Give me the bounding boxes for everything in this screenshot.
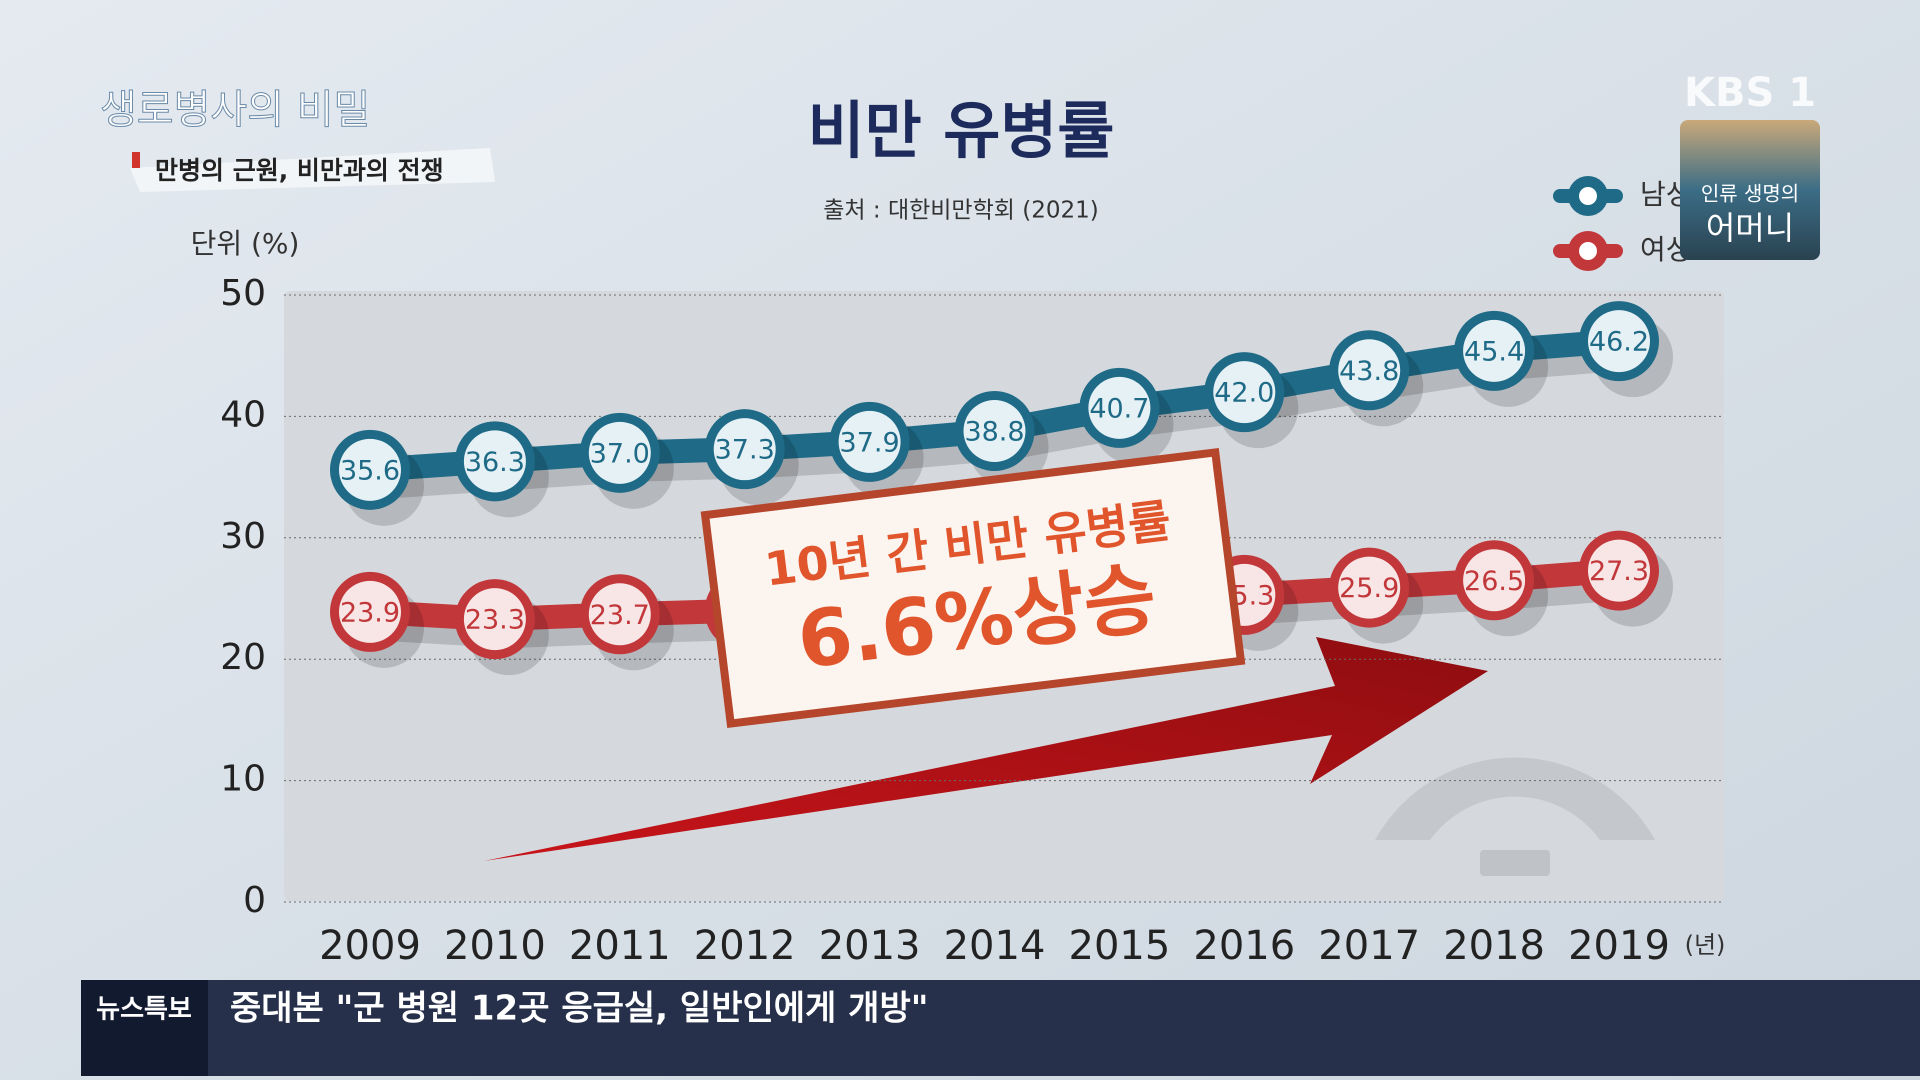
- ticker-headline: 중대본 "군 병원 12곳 응급실, 일반인에게 개방": [230, 989, 928, 1029]
- data-label: 26.5: [1464, 566, 1524, 597]
- program-title: 생로병사의 비밀: [100, 87, 370, 133]
- trend-arrow: [484, 637, 1488, 861]
- legend-swatch: [1579, 187, 1597, 205]
- data-label: 37.0: [590, 438, 650, 469]
- data-label: 43.8: [1339, 356, 1399, 387]
- chart-title: 비만 유병률: [808, 94, 1115, 167]
- x-tick-label: 2011: [569, 923, 671, 969]
- gauge-decoration: [1375, 757, 1655, 840]
- y-tick-label: 0: [243, 880, 266, 921]
- data-point-face: [339, 580, 401, 643]
- ticker-bar: [81, 980, 1920, 1076]
- ticker-label: 뉴스특보: [96, 995, 192, 1025]
- episode-banner: [130, 148, 495, 192]
- x-tick-label: 2009: [319, 923, 421, 969]
- data-label: 40.7: [1089, 393, 1149, 424]
- data-point-face: [1463, 549, 1526, 612]
- data-point-face: [339, 438, 401, 501]
- y-axis-label: 단위 (%): [191, 227, 300, 260]
- data-point-face: [1338, 556, 1401, 619]
- gauge-decoration: [1480, 850, 1550, 876]
- ticker-label-box: [81, 980, 208, 1076]
- data-label: 25.9: [1339, 573, 1399, 604]
- x-axis-unit: (년): [1685, 931, 1726, 959]
- x-tick-label: 2010: [444, 923, 546, 969]
- data-label: 38.8: [964, 416, 1024, 447]
- promo-card: [1680, 120, 1820, 260]
- x-tick-label: 2015: [1069, 923, 1171, 969]
- x-tick-label: 2013: [819, 923, 921, 969]
- data-point-face: [588, 421, 651, 484]
- x-tick-label: 2014: [944, 923, 1046, 969]
- episode-marker: [132, 152, 140, 168]
- data-label: 35.6: [340, 455, 400, 486]
- data-label: 23.7: [590, 600, 650, 631]
- x-tick-label: 2019: [1568, 923, 1670, 969]
- x-tick-label: 2012: [694, 923, 796, 969]
- data-label: 23.3: [465, 605, 525, 636]
- data-label: 37.3: [715, 435, 775, 466]
- data-point-face: [713, 418, 776, 481]
- y-tick-label: 10: [220, 759, 266, 800]
- data-label: 27.3: [1589, 556, 1649, 587]
- x-tick-label: 2017: [1318, 923, 1420, 969]
- legend-swatch: [1579, 242, 1597, 260]
- y-tick-label: 20: [220, 637, 266, 678]
- data-label: 23.9: [340, 597, 400, 628]
- promo-line: 인류 생명의: [1701, 182, 1799, 206]
- episode-title: 만병의 근원, 비만과의 전쟁: [155, 156, 444, 185]
- x-tick-label: 2016: [1193, 923, 1295, 969]
- y-tick-label: 30: [220, 516, 266, 557]
- promo-line: 어머니: [1706, 209, 1794, 247]
- data-point-face: [1463, 319, 1526, 382]
- data-point-face: [1588, 539, 1650, 602]
- data-point-face: [463, 430, 526, 493]
- data-label: 45.4: [1464, 336, 1524, 367]
- data-point-face: [1588, 310, 1650, 373]
- data-point-face: [838, 410, 901, 473]
- data-point-face: [1088, 376, 1151, 439]
- channel-logo: KBS 1: [1684, 70, 1816, 116]
- data-label: 36.3: [465, 447, 525, 478]
- chart-subtitle: 출처 : 대한비만학회 (2021): [823, 198, 1098, 224]
- data-label: 46.2: [1589, 327, 1649, 358]
- data-point-face: [963, 399, 1026, 462]
- annotation-box: [700, 448, 1246, 728]
- data-point-face: [1338, 339, 1401, 402]
- data-point-face: [463, 588, 526, 651]
- y-tick-label: 40: [220, 394, 266, 435]
- data-point-face: [1213, 361, 1276, 424]
- data-label: 42.0: [1214, 378, 1274, 409]
- y-tick-label: 50: [220, 273, 266, 314]
- data-point-face: [588, 583, 651, 646]
- x-tick-label: 2018: [1443, 923, 1545, 969]
- data-label: 37.9: [840, 427, 900, 458]
- annotation: 10년 간 비만 유병률 6.6%상승: [700, 448, 1246, 728]
